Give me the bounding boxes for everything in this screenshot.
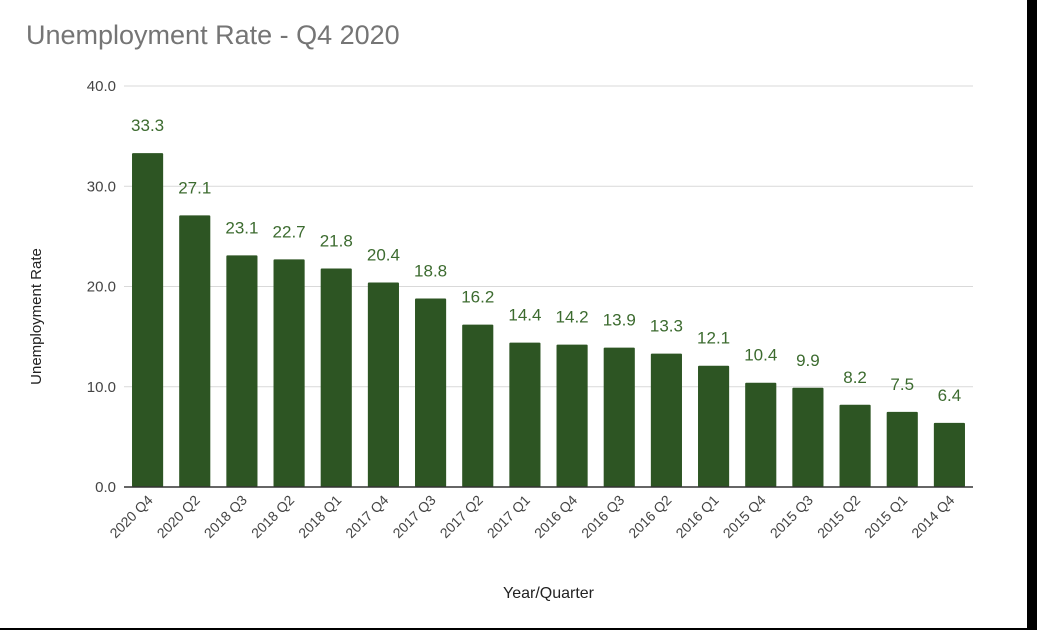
y-axis-title: Unemployment Rate [28, 248, 45, 385]
bar [509, 342, 541, 487]
data-label: 33.3 [131, 116, 164, 135]
data-label: 9.9 [796, 351, 820, 370]
x-tick-label: 2015 Q3 [767, 492, 816, 541]
x-tick-label: 2015 Q2 [814, 492, 863, 541]
data-label: 22.7 [273, 222, 306, 241]
data-label: 23.1 [225, 218, 258, 237]
x-tick-label: 2020 Q4 [106, 492, 155, 541]
bar [745, 382, 777, 487]
data-label: 21.8 [320, 231, 353, 250]
bar [179, 215, 211, 487]
y-tick-label: 40.0 [87, 78, 116, 95]
x-tick-label: 2016 Q4 [531, 492, 580, 541]
x-tick-label: 2017 Q1 [484, 492, 533, 541]
bar [367, 282, 399, 487]
x-tick-label: 2020 Q2 [154, 492, 203, 541]
data-label: 10.4 [744, 346, 777, 365]
data-label: 12.1 [697, 329, 730, 348]
data-label: 14.2 [556, 308, 589, 327]
data-label: 8.2 [843, 368, 867, 387]
data-label: 13.9 [603, 311, 636, 330]
bars [132, 153, 965, 488]
x-tick-label: 2016 Q1 [672, 492, 721, 541]
x-tick-label: 2018 Q3 [201, 492, 250, 541]
x-tick-label: 2017 Q2 [437, 492, 486, 541]
x-axis-title: Year/Quarter [503, 585, 595, 602]
bar [933, 422, 965, 487]
x-tick-label: 2016 Q3 [578, 492, 627, 541]
x-tick-label: 2015 Q1 [861, 492, 910, 541]
bar [273, 259, 305, 487]
gridlines [124, 85, 973, 388]
x-tick-label: 2017 Q3 [389, 492, 438, 541]
data-labels: 33.3 27.1 23.1 22.7 21.8 20.4 18.8 16.2 14.4 14.2… [131, 116, 961, 405]
data-label: 20.4 [367, 245, 400, 264]
data-label: 16.2 [461, 288, 494, 307]
data-label: 7.5 [890, 375, 914, 394]
y-tick-label: 10.0 [87, 379, 116, 396]
y-tick-label: 20.0 [87, 279, 116, 296]
x-tick-label: 2016 Q2 [625, 492, 674, 541]
bar [320, 268, 352, 487]
bar [556, 344, 588, 487]
bar [462, 324, 494, 487]
bar [226, 255, 258, 487]
y-tick-label: 30.0 [87, 178, 116, 195]
bar [792, 387, 824, 487]
x-tick-label: 2018 Q2 [248, 492, 297, 541]
bar [415, 298, 447, 487]
bar [603, 347, 635, 487]
chart-title: Unemployment Rate - Q4 2020 [26, 20, 400, 50]
y-axis-ticks: 0.0 10.0 20.0 30.0 40.0 [87, 78, 116, 496]
data-label: 18.8 [414, 262, 447, 281]
bar [650, 353, 682, 487]
x-tick-label: 2015 Q4 [720, 492, 769, 541]
x-tick-label: 2017 Q4 [342, 492, 391, 541]
x-tick-label: 2018 Q1 [295, 492, 344, 541]
bar [698, 365, 730, 487]
bar [132, 153, 164, 488]
x-tick-label: 2014 Q4 [908, 492, 957, 541]
y-tick-label: 0.0 [95, 479, 116, 496]
data-label: 27.1 [178, 178, 211, 197]
data-label: 6.4 [938, 386, 962, 405]
data-label: 14.4 [508, 306, 541, 325]
data-label: 13.3 [650, 317, 683, 336]
bar [839, 404, 871, 487]
bar [886, 411, 918, 487]
